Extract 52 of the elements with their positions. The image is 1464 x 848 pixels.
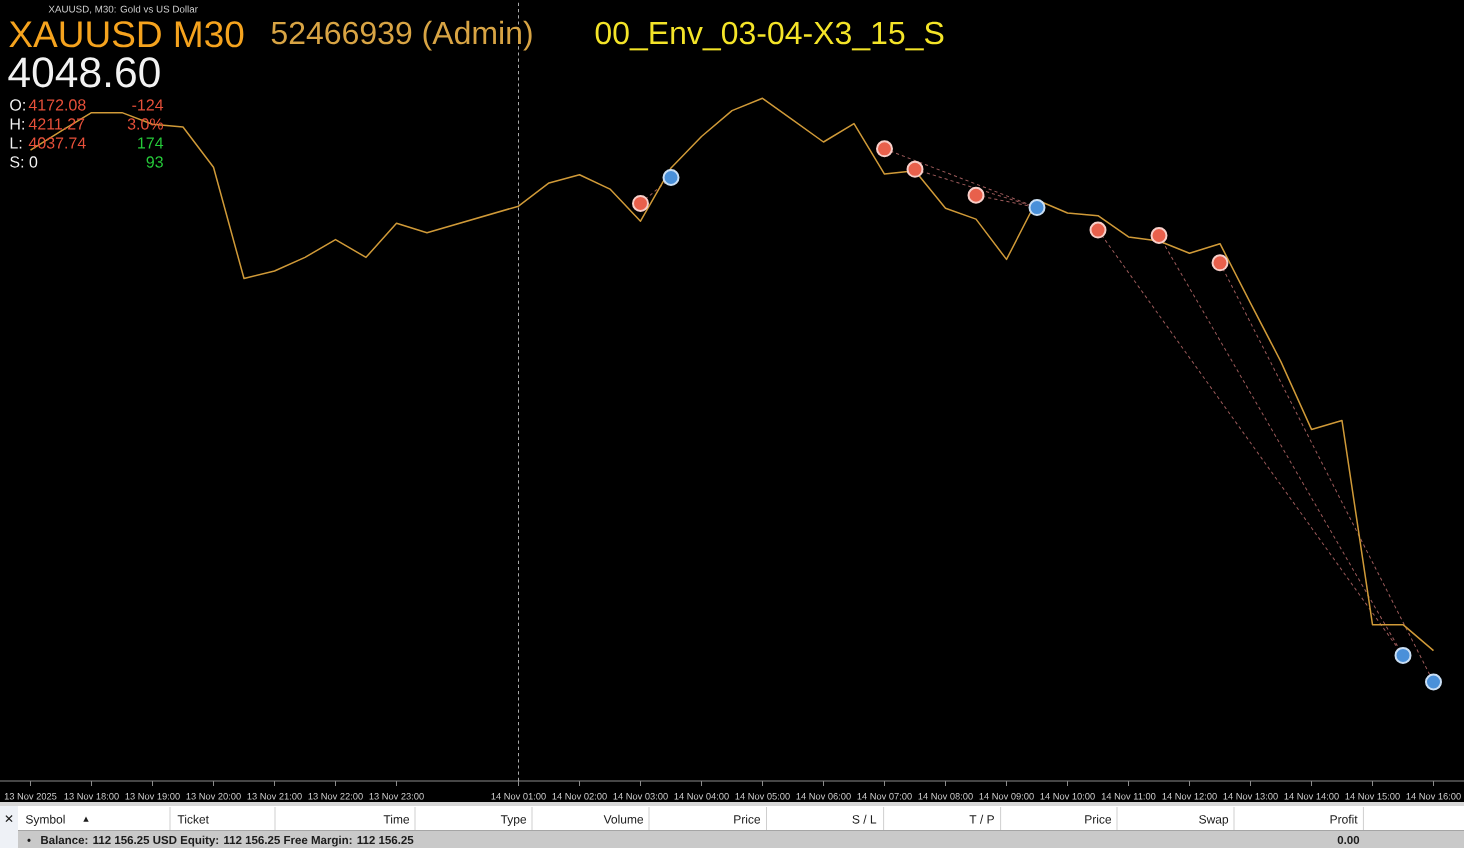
annotation: -124 <box>132 99 164 111</box>
x-tick-label: 13 Nov 21:00 <box>247 793 302 800</box>
text: Symbol <box>25 814 65 826</box>
x-tick-label: 14 Nov 07:00 <box>857 793 912 800</box>
x-tick-label: 14 Nov 05:00 <box>735 793 790 800</box>
x-tick-label: 14 Nov 01:00 <box>491 793 546 800</box>
x-tick-label: 14 Nov 10:00 <box>1040 793 1095 800</box>
x-tick-label: 14 Nov 04:00 <box>674 793 729 800</box>
text: T / P <box>969 814 994 824</box>
annotation: S: 0 <box>10 156 38 168</box>
annotation: H: <box>10 118 24 130</box>
annotation: 3.0% <box>127 118 164 130</box>
x-tick-label: 13 Nov 18:00 <box>64 793 119 800</box>
text: Type <box>500 815 527 826</box>
x-tick-label: 13 Nov 23:00 <box>369 793 424 800</box>
x-tick-label: 14 Nov 06:00 <box>796 793 851 800</box>
annotation: 4172.08 <box>28 99 86 111</box>
text: Ticket <box>177 814 209 824</box>
text: Price <box>734 814 761 824</box>
x-tick-label: 14 Nov 03:00 <box>613 793 668 800</box>
x-tick-label: 14 Nov 02:00 <box>552 793 607 800</box>
text: Balance: 112 156.25 USD Equity: 112 156.25 Free Margin: 112 156.25 <box>41 835 414 847</box>
annotation: L: <box>10 137 22 149</box>
x-tick-label: 14 Nov 13:00 <box>1223 793 1278 800</box>
annotation: O: <box>10 99 25 111</box>
annotation: 93 <box>146 156 163 168</box>
text: 0.00 <box>1337 835 1360 845</box>
text: Price <box>1085 814 1112 824</box>
x-tick-label: 13 Nov 2025 <box>4 793 57 800</box>
annotation: 174 <box>138 137 164 149</box>
x-tick-label: 13 Nov 20:00 <box>186 793 241 800</box>
text: Profit <box>1330 814 1358 824</box>
text: 4048.60 <box>8 57 160 88</box>
text: Time <box>383 814 410 824</box>
text: 00_Env_03-04-X3_15_S <box>595 21 944 51</box>
text: S / L <box>852 814 877 824</box>
text: Volume <box>603 814 644 824</box>
text: • <box>27 838 31 842</box>
text: Swap <box>1199 815 1229 826</box>
x-tick-label: 14 Nov 11:00 <box>1101 793 1156 800</box>
x-tick-label: 14 Nov 15:00 <box>1345 793 1400 800</box>
chart-title: XAUUSD M30 <box>9 21 244 48</box>
x-tick-label: 14 Nov 16:00 <box>1406 793 1461 800</box>
x-tick-label: 14 Nov 14:00 <box>1284 793 1339 800</box>
text: 52466939 (Admin) <box>271 20 532 51</box>
text: ✕ <box>5 815 13 823</box>
x-tick-label: 14 Nov 12:00 <box>1162 793 1217 800</box>
text: XAUUSD, M30: Gold vs US Dollar <box>48 5 198 14</box>
x-tick-label: 13 Nov 22:00 <box>308 793 363 800</box>
x-tick-label: 13 Nov 19:00 <box>125 793 180 800</box>
x-tick-label: 14 Nov 09:00 <box>979 793 1034 800</box>
x-tick-label: 14 Nov 08:00 <box>918 793 973 800</box>
